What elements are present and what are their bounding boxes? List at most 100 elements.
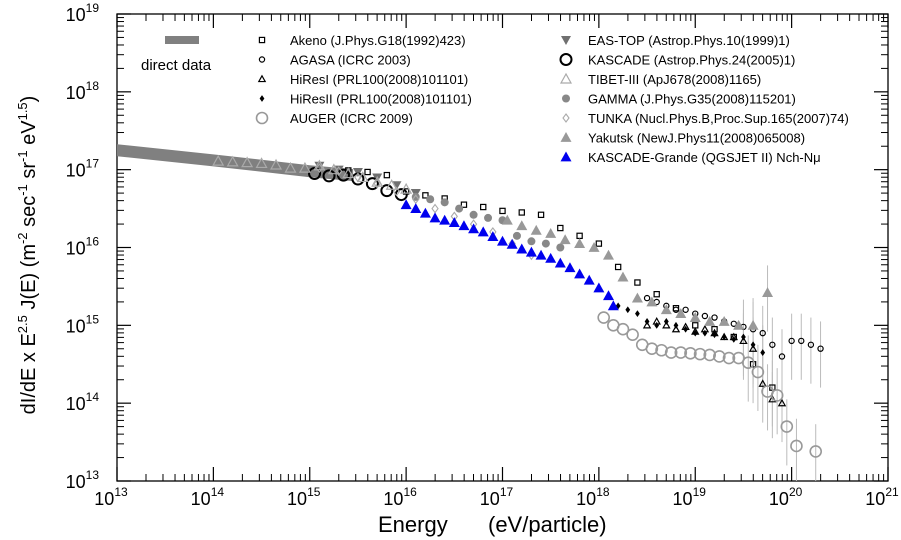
data-point: [507, 239, 518, 249]
data-point: [542, 240, 550, 248]
series-0: [346, 168, 775, 390]
data-point: [516, 220, 527, 230]
x-tick-label: 1015: [287, 485, 321, 509]
legend-label: TIBET-III (ApJ678(2008)1165): [588, 72, 761, 87]
data-point: [627, 329, 638, 340]
data-point: [760, 349, 765, 356]
legend-marker: [561, 54, 572, 65]
legend-label: AUGER (ICRC 2009): [290, 111, 413, 126]
data-point: [439, 215, 450, 225]
y-tick-label: 1017: [66, 157, 100, 181]
data-point: [751, 341, 756, 348]
legend: direct dataAkeno (J.Phys.G18(1992)423)AG…: [141, 33, 849, 165]
data-point: [675, 308, 686, 318]
data-point: [519, 210, 524, 215]
x-axis-units: (eV/particle): [488, 512, 607, 537]
legend-label: GAMMA (J.Phys.G35(2008)115201): [588, 92, 796, 107]
data-point: [593, 282, 604, 292]
data-point: [556, 244, 564, 252]
data-point: [674, 322, 679, 329]
data-point: [536, 250, 547, 260]
data-point: [432, 205, 438, 213]
data-point: [430, 212, 441, 222]
x-tick-label: 1018: [576, 485, 610, 509]
data-point: [555, 258, 566, 268]
data-point: [487, 231, 498, 241]
data-point: [478, 226, 489, 236]
data-point: [455, 205, 463, 213]
legend-label-direct-data: direct data: [141, 57, 212, 74]
data-point: [384, 173, 389, 178]
legend-label: KASCADE-Grande (QGSJET II) Nch-Nμ: [588, 150, 821, 165]
data-point: [481, 204, 486, 209]
data-point: [645, 318, 650, 325]
legend-marker: [562, 95, 570, 103]
y-tick-label: 1016: [66, 235, 100, 259]
x-tick-label: 1016: [383, 485, 417, 509]
legend-label: Yakutsk (NewJ.Phys11(2008)065008): [588, 131, 805, 146]
y-tick-label: 1014: [66, 390, 100, 414]
legend-label: HiResI (PRL100(2008)101101): [290, 72, 468, 87]
data-point: [516, 244, 527, 254]
data-point: [449, 217, 460, 227]
data-point: [661, 304, 672, 314]
data-point: [577, 233, 582, 238]
data-point: [484, 214, 492, 222]
data-point: [625, 306, 630, 313]
data-point: [654, 322, 659, 329]
series-4: [598, 312, 821, 457]
y-tick-label: 1015: [66, 312, 100, 336]
legend-marker: [561, 132, 572, 142]
x-tick-label: 1014: [191, 485, 225, 509]
data-point: [365, 169, 370, 174]
data-marks: [117, 144, 823, 481]
legend-label: TUNKA (Nucl.Phys.B,Proc.Sup.165(2007)74): [588, 111, 849, 126]
data-point: [616, 264, 621, 269]
data-point: [426, 195, 434, 203]
data-point: [574, 268, 585, 278]
legend-marker: [561, 74, 571, 83]
data-point: [664, 318, 669, 325]
y-tick-label: 1018: [66, 79, 100, 103]
data-point: [741, 334, 746, 341]
data-point: [683, 307, 688, 312]
x-tick-label: 1020: [769, 485, 803, 509]
legend-swatch-direct-data: [165, 36, 199, 44]
x-tick-label: 1017: [480, 485, 514, 509]
data-point: [617, 272, 628, 282]
x-tick-label: 1013: [94, 485, 128, 509]
data-point: [420, 208, 431, 218]
data-point: [703, 330, 708, 337]
x-tick-labels: 1013 1014 1015 1016 1017 1018 1019 1020 1021: [94, 485, 899, 509]
x-axis-title: Energy: [378, 512, 448, 537]
data-point: [603, 250, 614, 260]
data-point: [704, 316, 715, 326]
data-point: [632, 293, 643, 303]
data-point: [762, 287, 773, 297]
data-point: [513, 232, 521, 240]
y-tick-labels: 1013101410151016101710181019: [66, 1, 100, 492]
legend-marker: [259, 76, 265, 82]
data-point: [719, 316, 730, 326]
data-point: [598, 312, 609, 323]
data-point: [545, 253, 556, 263]
data-point: [673, 307, 678, 312]
legend-marker: [563, 114, 569, 122]
data-point: [500, 208, 505, 213]
data-point: [702, 313, 707, 318]
legend-marker: [561, 36, 571, 45]
data-point: [635, 310, 640, 317]
legend-label: HiResII (PRL100(2008)101101): [290, 92, 472, 107]
data-point: [654, 292, 659, 297]
legend-marker: [260, 95, 265, 102]
legend-marker: [257, 113, 268, 124]
data-point: [470, 211, 478, 219]
data-point: [527, 237, 535, 245]
data-point: [603, 290, 614, 300]
data-point: [560, 234, 571, 244]
data-point: [748, 320, 759, 330]
legend-marker: [561, 152, 572, 162]
legend-marker: [259, 57, 264, 62]
x-tick-label: 1021: [865, 485, 899, 509]
